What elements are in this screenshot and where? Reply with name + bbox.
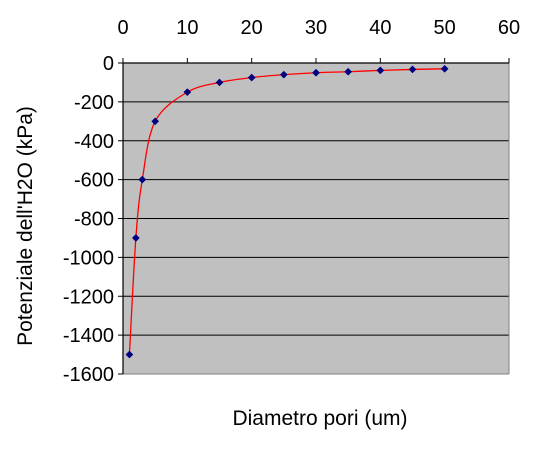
y-tick-label: -800 [74,209,114,231]
y-tick-label: -1000 [63,247,114,269]
y-tick-label: -200 [74,92,114,114]
data-point [279,70,288,79]
x-tick-label: 0 [117,17,128,39]
data-point [408,65,417,74]
y-tick-label: -1400 [63,325,114,347]
y-tick-label: -1200 [63,286,114,308]
tick-labels: 0 10 20 30 40 50 60 0 -200 -400 -600 -800 -1000 -1200… [63,17,520,386]
data-point [376,66,385,75]
grid-lines [123,101,509,336]
data-point [247,73,256,82]
y-axis-label: Potenziale dell'H2O (kPa) [14,106,37,346]
x-tick-label: 20 [241,17,263,39]
x-tick-label: 50 [434,17,456,39]
y-tick-label: -1600 [63,364,114,386]
x-axis-label: Diametro pori (um) [232,407,407,430]
data-point [183,88,192,97]
data-point [131,233,140,242]
data-point [312,68,320,77]
y-tick-label: 0 [103,53,114,75]
x-tick-label: 40 [369,17,391,39]
data-point [125,350,134,359]
data-point [440,64,449,73]
x-tick-label: 60 [498,17,520,39]
data-point [344,67,353,76]
data-point [151,117,160,126]
data-point [215,78,224,87]
x-tick-label: 10 [176,17,198,39]
x-tick-label: 30 [305,17,327,39]
y-tick-label: -400 [74,131,114,153]
y-tick-label: -600 [74,170,114,192]
data-point [138,175,147,184]
data-series [125,64,449,359]
